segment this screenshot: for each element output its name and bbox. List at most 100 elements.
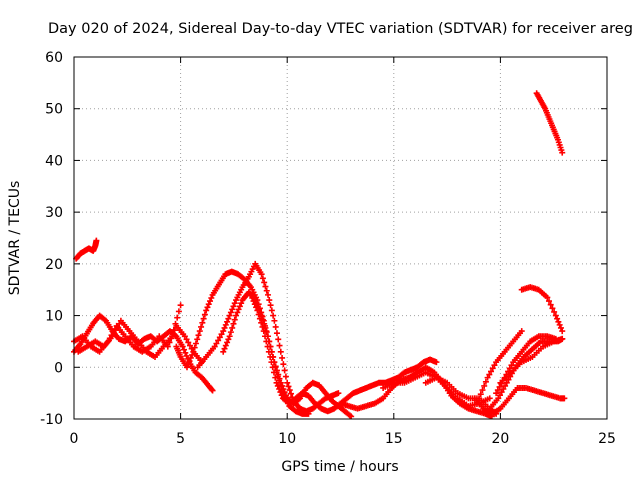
data-point [196,328,203,335]
data-point [181,346,188,353]
x-tick-label: 25 [598,431,616,447]
data-point [551,308,558,315]
data-point [505,368,512,375]
data-point [495,395,502,402]
data-point [508,370,515,377]
data-point [277,389,284,396]
data-point [185,339,192,346]
series-arc-g [247,291,440,415]
data-point [220,348,227,355]
data-point [506,365,513,372]
series-arc-q [533,90,566,156]
series-arc-o [497,335,566,386]
data-point [496,392,503,399]
data-point [199,319,206,326]
data-point [182,349,189,356]
data-point [476,395,483,402]
data-point [198,359,205,366]
data-point [273,379,280,386]
data-point [556,321,563,328]
data-point [229,324,236,331]
data-point [233,312,240,319]
data-point [208,294,215,301]
data-point [208,386,215,393]
x-tick-label: 15 [385,431,403,447]
data-point [502,382,509,389]
x-tick-label: 0 [70,431,79,447]
data-point [229,306,236,313]
data-point [227,329,234,336]
data-point [185,361,192,368]
data-point [482,378,489,385]
data-point [275,336,282,343]
data-point [272,363,279,370]
data-point [518,328,525,335]
data-point [170,327,177,334]
data-point [268,307,275,314]
series-arc-n [493,333,559,397]
data-point [111,330,118,337]
data-point [198,323,205,330]
data-point [503,379,510,386]
data-point [263,287,270,294]
y-tick-label: 20 [45,257,63,273]
data-point [183,364,190,371]
data-point [109,333,116,340]
data-point [269,364,276,371]
data-point [221,324,228,331]
data-point [203,307,210,314]
data-point [486,371,493,378]
data-point [231,300,238,307]
data-point [279,354,286,361]
data-point [183,336,190,343]
data-point [433,359,440,366]
data-point [226,333,233,340]
data-point [561,395,568,402]
data-point [204,304,211,311]
data-point [192,340,199,347]
data-point [270,369,277,376]
axes: 0 5 10 15 20 25 -10 0 10 20 30 40 50 60 [40,50,616,447]
data-point [186,358,193,365]
data-point [201,311,208,318]
y-tick-label: 50 [45,102,63,118]
data-point [207,298,214,305]
data-point [555,318,562,325]
data-point [225,336,232,343]
data-point [276,386,283,393]
data-point [557,324,564,331]
data-point [183,352,190,359]
data-point [114,323,121,330]
data-point [265,291,272,298]
data-point [262,283,269,290]
data-point [218,331,225,338]
data-point [189,351,196,358]
series-arc-l [476,328,525,402]
data-point [258,271,265,278]
data-point [174,314,181,321]
data-point [261,279,268,286]
data-point [172,320,179,327]
data-point [209,387,216,394]
data-point [190,348,197,355]
data-points [71,90,568,420]
data-point [282,373,289,380]
data-point [270,312,277,319]
data-point [288,390,295,397]
data-point [272,374,279,381]
data-point [221,345,228,352]
data-point [262,324,269,331]
data-point [227,309,234,316]
data-point [250,298,257,305]
data-point [275,371,282,378]
data-point [273,330,280,337]
data-point [255,311,262,318]
data-point [262,333,269,340]
data-point [274,382,281,389]
data-point [236,303,243,310]
data-point [224,318,231,325]
data-point [547,301,554,308]
series-arc-i [380,369,493,410]
data-point [489,365,496,372]
data-point [213,340,220,347]
